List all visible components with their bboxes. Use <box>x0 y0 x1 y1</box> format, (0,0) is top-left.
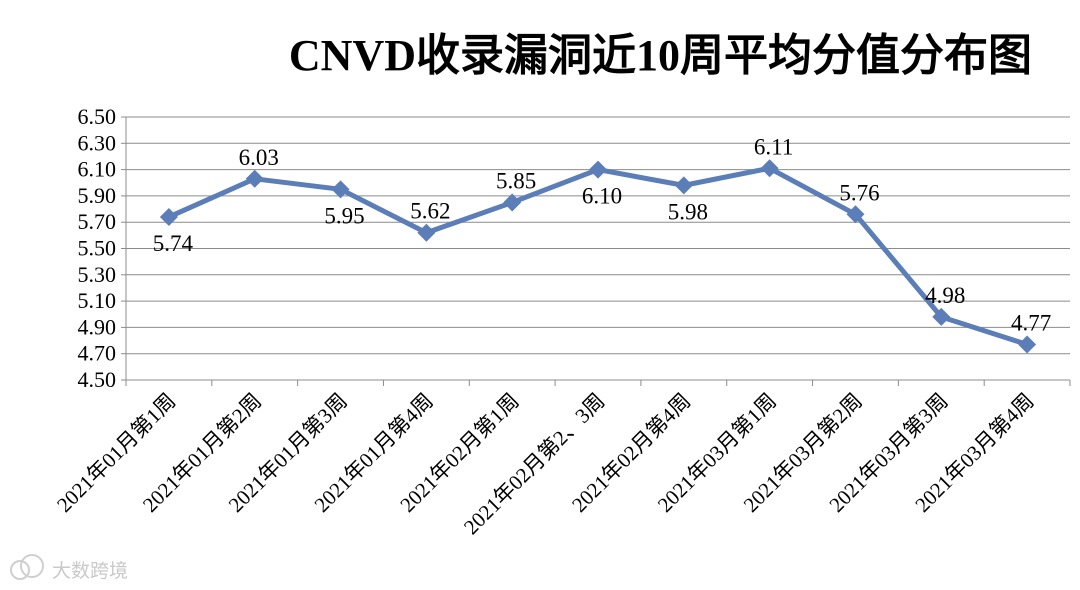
axes <box>121 116 1071 386</box>
data-point-marker <box>503 193 522 212</box>
data-point-marker <box>331 180 350 199</box>
data-label: 6.03 <box>239 145 279 170</box>
data-label: 4.98 <box>925 283 965 308</box>
series-markers <box>159 159 1037 354</box>
data-label: 5.76 <box>839 180 879 205</box>
data-point-marker <box>760 159 779 178</box>
data-point-marker <box>674 176 693 195</box>
data-label: 5.98 <box>668 199 708 224</box>
y-tick-label: 6.50 <box>78 104 117 129</box>
y-tick-label: 4.90 <box>78 314 117 339</box>
data-label: 5.74 <box>153 231 194 256</box>
y-tick-label: 4.50 <box>78 367 117 392</box>
y-tick-label: 5.50 <box>78 236 117 261</box>
y-axis-tick-labels: 4.504.704.905.105.305.505.705.906.106.30… <box>78 104 117 392</box>
y-tick-label: 4.70 <box>78 341 117 366</box>
y-tick-label: 5.30 <box>78 262 117 287</box>
chart-title: CNVD收录漏洞近10周平均分值分布图 <box>289 31 1032 80</box>
data-label: 5.62 <box>410 199 450 224</box>
x-tick-label: 2021年02月第2、3周 <box>459 389 610 540</box>
data-point-marker <box>159 207 178 226</box>
data-point-marker <box>846 205 865 224</box>
data-point-marker <box>1018 335 1037 354</box>
y-tick-label: 5.10 <box>78 288 117 313</box>
data-label: 5.85 <box>496 168 536 193</box>
data-labels: 5.74 6.03 5.95 5.62 5.85 6.10 5.98 6.11 5.76 4.98… <box>153 134 1051 335</box>
watermark-text: 大数跨境 <box>52 560 128 582</box>
data-label: 6.11 <box>754 134 793 159</box>
data-label: 4.77 <box>1011 310 1051 335</box>
data-label: 5.95 <box>324 203 364 228</box>
chat-bubble-logo-icon <box>10 554 44 580</box>
watermark: 大数跨境 <box>10 554 128 582</box>
data-point-marker <box>589 160 607 179</box>
data-point-marker <box>932 307 951 326</box>
y-tick-label: 5.90 <box>78 183 117 208</box>
data-label: 6.10 <box>582 184 622 209</box>
x-axis-tick-labels: 2021年01月第1周2021年01月第2周2021年01月第3周2021年01… <box>52 389 1039 540</box>
y-tick-label: 5.70 <box>78 209 117 234</box>
y-tick-label: 6.30 <box>78 130 117 155</box>
data-point-marker <box>245 169 264 188</box>
y-tick-label: 6.10 <box>78 157 117 182</box>
data-point-marker <box>417 223 436 242</box>
